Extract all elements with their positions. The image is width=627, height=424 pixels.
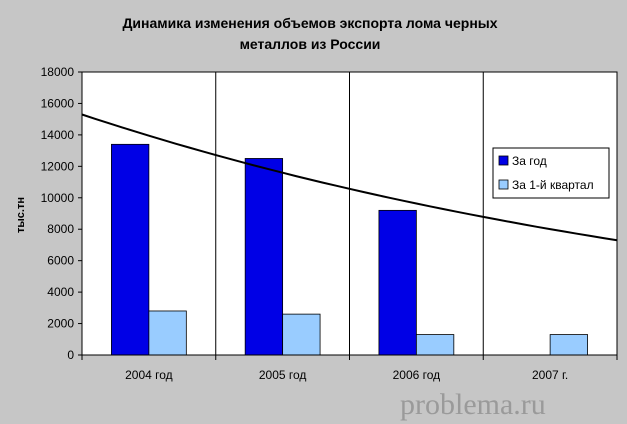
chart-title-line-2: металлов из России [240,36,381,52]
y-tick-label: 16000 [41,96,75,110]
y-tick-label: 12000 [41,159,75,173]
y-tick-label: 4000 [47,285,74,299]
bar-q1 [549,334,588,356]
y-tick-label: 2000 [47,317,74,331]
bar-q1 [148,310,187,356]
gridlines [215,72,484,355]
y-tick-label: 10000 [41,191,75,205]
chart-title-line-1: Динамика изменения объемов экспорта лома… [122,15,497,31]
y-tick-label: 18000 [41,65,75,79]
legend-swatch-q1 [498,179,509,190]
x-tick-label: 2004 год [125,368,173,382]
watermark-text: problema.ru [400,388,546,421]
bar-q1 [282,313,321,356]
y-tick-label: 14000 [41,128,75,142]
y-axis-label: тыс.тн [15,197,27,233]
legend-box [492,147,610,199]
trendline [81,113,618,242]
x-tick-label: 2006 год [393,368,441,382]
bar-annual [244,158,284,356]
legend: За год За 1-й квартал [492,147,610,199]
y-tick-label: 8000 [47,222,74,236]
legend-label-q1: За 1-й квартал [512,178,594,192]
legend-swatch-annual [498,155,509,166]
y-tick-label: 0 [67,348,74,362]
bar-annual [111,143,150,356]
bars [111,143,588,356]
x-axis: 2004 год 2005 год 2006 год 2007 г. [81,355,618,382]
x-tick-label: 2007 г. [532,368,568,382]
y-tick-label: 6000 [47,254,74,268]
y-axis: 0 2000 4000 6000 8000 10000 12000 14000 16000 180… [41,65,82,362]
bar-annual [378,209,417,356]
bar-q1 [415,334,455,356]
legend-label-annual: За год [512,154,547,168]
x-tick-label: 2005 год [259,368,307,382]
